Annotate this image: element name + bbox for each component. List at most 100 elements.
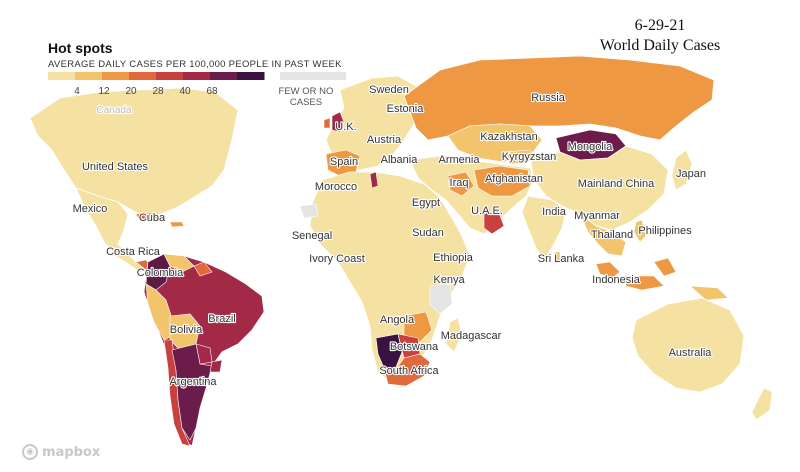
country-label-ethiopia: Ethiopia xyxy=(433,252,474,264)
legend-title: Hot spots xyxy=(48,40,113,56)
country-label-bolivia: Bolivia xyxy=(170,324,203,336)
country-label-armenia: Armenia xyxy=(439,154,481,166)
region-argentina xyxy=(171,343,213,441)
country-label-senegal: Senegal xyxy=(292,230,332,242)
country-label-argentina: Argentina xyxy=(169,376,217,388)
legend-tick-label: 28 xyxy=(152,86,164,97)
region-europe xyxy=(325,75,421,171)
country-label-mongolia: Mongolia xyxy=(568,141,614,153)
legend: Hot spots AVERAGE DAILY CASES PER 100,00… xyxy=(48,40,358,112)
country-labels: Canada United States Mexico Cuba Costa Rica C… xyxy=(71,83,713,389)
legend-subtitle: AVERAGE DAILY CASES PER 100,000 PEOPLE I… xyxy=(48,59,342,70)
country-label-mexico: Mexico xyxy=(73,203,108,215)
country-label-brazil: Brazil xyxy=(208,313,236,325)
country-label-sudan: Sudan xyxy=(412,227,444,239)
region-japan xyxy=(671,149,693,191)
region-philippines xyxy=(633,219,647,243)
legend-swatch xyxy=(237,72,265,80)
date-text: 6-29-21 xyxy=(634,17,686,34)
region-afghanistan xyxy=(473,165,531,197)
country-label-costa-rica: Costa Rica xyxy=(106,246,161,258)
country-label-iraq: Iraq xyxy=(450,177,469,189)
country-label-estonia: Estonia xyxy=(387,103,425,115)
legend-scale: 4 12 20 28 40 68 FEW OR NO CASES xyxy=(48,72,346,108)
region-sri-lanka xyxy=(553,251,561,263)
region-north-america xyxy=(29,87,239,219)
country-label-botswana: Botswana xyxy=(390,341,439,353)
region-russia xyxy=(403,55,715,141)
legend-tick-label: 4 xyxy=(74,86,80,97)
region-madagascar xyxy=(445,317,463,353)
country-label-mainland-china: Mainland China xyxy=(578,178,655,190)
country-label-canada: Canada xyxy=(96,105,131,116)
country-label-morocco: Morocco xyxy=(315,181,357,193)
region-oman xyxy=(483,209,505,235)
country-label-austria: Austria xyxy=(367,134,402,146)
mapbox-credit[interactable]: ◉ mapbox xyxy=(22,444,100,460)
mapbox-credit-text: mapbox xyxy=(42,444,101,460)
region-ireland xyxy=(323,117,331,129)
legend-swatch xyxy=(102,72,130,80)
country-label-japan: Japan xyxy=(676,168,706,180)
region-india xyxy=(521,195,567,261)
legend-tick-label: 68 xyxy=(206,86,218,97)
region-papua xyxy=(689,285,729,301)
country-label-egypt: Egypt xyxy=(412,197,440,209)
country-label-cuba: Cuba xyxy=(139,212,166,224)
region-zambia xyxy=(403,311,433,343)
region-uk xyxy=(331,111,345,133)
legend-swatch xyxy=(183,72,211,80)
country-label-u-k: U.K. xyxy=(335,121,356,133)
region-venezuela xyxy=(163,253,195,273)
country-label-united-states: United States xyxy=(82,161,149,173)
legend-few-or-no-swatch xyxy=(280,72,346,80)
country-label-south-africa: South Africa xyxy=(379,365,439,377)
legend-swatch xyxy=(48,72,76,80)
country-label-india: India xyxy=(542,206,567,218)
country-label-angola: Angola xyxy=(380,314,415,326)
legend-swatch xyxy=(75,72,103,80)
country-label-philippines: Philippines xyxy=(638,225,692,237)
country-label-thailand: Thailand xyxy=(591,229,633,241)
region-indonesia xyxy=(595,257,677,291)
region-guyana xyxy=(193,261,213,277)
legend-swatch xyxy=(129,72,157,80)
region-southeast-asia xyxy=(579,212,627,257)
country-label-afghanistan: Afghanistan xyxy=(485,173,543,185)
region-east-asia xyxy=(529,145,669,231)
region-tunisia xyxy=(369,171,379,189)
country-label-kyrgyzstan: Kyrgyzstan xyxy=(502,151,556,163)
country-label-kenya: Kenya xyxy=(433,274,465,286)
region-cuba xyxy=(135,212,167,222)
region-uruguay xyxy=(209,359,223,373)
region-new-zealand xyxy=(751,387,773,421)
mapbox-logo-icon: ◉ xyxy=(22,444,38,460)
region-south-africa xyxy=(383,353,431,387)
region-australia xyxy=(631,297,745,393)
region-iraq xyxy=(447,171,475,197)
country-label-u-a-e: U.A.E. xyxy=(471,205,503,217)
country-label-australia: Australia xyxy=(669,347,713,359)
country-label-colombia: Colombia xyxy=(137,267,184,279)
region-caribbean xyxy=(169,221,185,228)
legend-swatch xyxy=(210,72,238,80)
country-label-madagascar: Madagascar xyxy=(441,330,502,342)
legend-swatch xyxy=(156,72,184,80)
legend-tick-label: 12 xyxy=(98,86,110,97)
legend-tick-label: 20 xyxy=(125,86,137,97)
country-label-sweden: Sweden xyxy=(369,84,409,96)
country-label-albania: Albania xyxy=(381,154,419,166)
legend-few-or-no-label-line1: FEW OR NO xyxy=(279,86,334,97)
legend-tick-label: 40 xyxy=(179,86,191,97)
country-label-ivory-coast: Ivory Coast xyxy=(309,253,365,265)
country-label-indonesia: Indonesia xyxy=(592,274,641,286)
country-label-spain: Spain xyxy=(330,156,358,168)
country-label-sri-lanka: Sri Lanka xyxy=(538,253,585,265)
legend-few-or-no-label-line2: CASES xyxy=(290,97,322,108)
date-title-block: 6-29-21 World Daily Cases xyxy=(585,16,735,56)
title-text: World Daily Cases xyxy=(599,37,721,54)
country-label-myanmar: Myanmar xyxy=(574,210,620,222)
country-label-kazakhstan: Kazakhstan xyxy=(480,131,537,143)
region-western-sahara xyxy=(299,203,319,219)
